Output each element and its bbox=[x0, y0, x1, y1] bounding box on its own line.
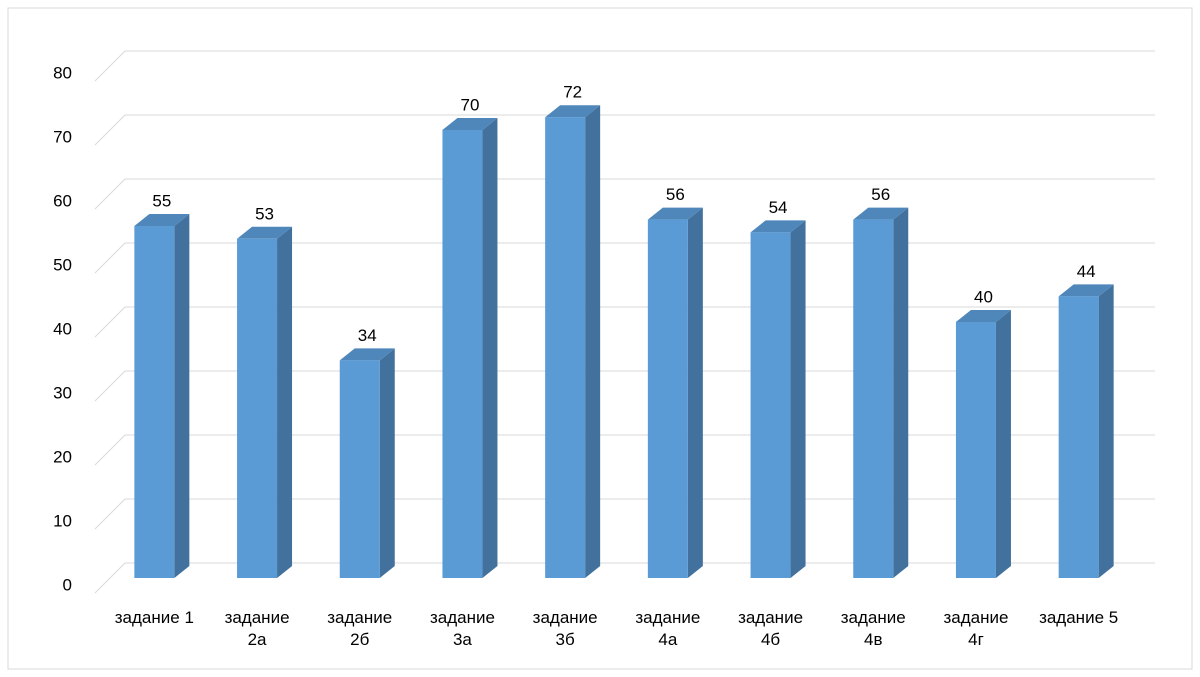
grid-diagonal bbox=[94, 562, 126, 594]
bar bbox=[955, 322, 996, 578]
y-tick-label: 40 bbox=[53, 319, 72, 338]
y-tick-label: 20 bbox=[53, 447, 72, 466]
bar bbox=[750, 232, 791, 578]
bar bbox=[339, 360, 380, 578]
x-tick-label: задание 1 bbox=[114, 608, 194, 627]
bar-top bbox=[853, 207, 909, 220]
x-tick-label: задание 2а bbox=[224, 608, 290, 649]
grid-diagonal bbox=[94, 370, 126, 402]
bar bbox=[647, 219, 688, 578]
data-label: 56 bbox=[666, 185, 685, 204]
bar-top bbox=[1058, 284, 1114, 297]
x-tick-label: задание 4в bbox=[840, 608, 906, 649]
bar-top bbox=[237, 226, 293, 239]
bar-side bbox=[174, 214, 190, 578]
bar-top bbox=[545, 105, 601, 118]
bar-side bbox=[790, 220, 806, 578]
grid-diagonal bbox=[94, 242, 126, 274]
bar-side bbox=[482, 118, 498, 578]
bar-top bbox=[955, 310, 1011, 322]
bar bbox=[853, 219, 894, 578]
data-label: 55 bbox=[152, 191, 171, 210]
bar bbox=[237, 238, 278, 579]
bar-top bbox=[134, 214, 190, 226]
y-tick-label: 50 bbox=[53, 255, 72, 274]
bar-top bbox=[647, 207, 703, 220]
bar-side bbox=[1098, 284, 1114, 578]
y-tick-label: 10 bbox=[53, 511, 72, 530]
data-label: 40 bbox=[974, 287, 993, 306]
grid-diagonal bbox=[94, 114, 126, 146]
y-tick-label: 70 bbox=[53, 127, 72, 146]
x-tick-label: задание 4б bbox=[738, 608, 804, 649]
y-tick-label: 60 bbox=[53, 191, 72, 210]
data-label: 54 bbox=[769, 198, 788, 217]
y-tick-label: 0 bbox=[63, 575, 72, 594]
bar-side bbox=[995, 310, 1011, 578]
bar bbox=[134, 226, 175, 578]
bar-side bbox=[379, 348, 395, 578]
x-tick-label: задание 2б bbox=[327, 608, 393, 649]
y-tick-label: 80 bbox=[53, 63, 72, 82]
data-label: 44 bbox=[1077, 262, 1096, 281]
bar-side bbox=[585, 105, 601, 578]
bar-side bbox=[277, 226, 293, 579]
x-tick-label: задание 4а bbox=[635, 608, 701, 649]
bar bbox=[442, 130, 483, 578]
data-label: 34 bbox=[358, 326, 377, 345]
data-label: 72 bbox=[563, 83, 582, 102]
bar bbox=[545, 117, 586, 578]
bar-side bbox=[893, 207, 909, 578]
bar-top bbox=[442, 118, 498, 130]
data-label: 53 bbox=[255, 204, 274, 223]
bar-top bbox=[339, 348, 395, 361]
grid-diagonal bbox=[94, 50, 126, 82]
x-tick-label: задание 5 bbox=[1039, 608, 1119, 627]
grid-diagonal bbox=[94, 178, 126, 210]
bar-side bbox=[687, 207, 703, 578]
grid-diagonal bbox=[94, 498, 126, 530]
bar bbox=[1058, 296, 1099, 578]
grid-diagonal bbox=[94, 434, 126, 466]
data-label: 70 bbox=[460, 95, 479, 114]
bar-top bbox=[750, 220, 806, 233]
grid-diagonal bbox=[94, 306, 126, 338]
x-tick-label: задание 3а bbox=[429, 608, 495, 649]
x-tick-label: задание 4г bbox=[943, 608, 1009, 649]
x-tick-label: задание 3б bbox=[532, 608, 598, 649]
data-label: 56 bbox=[871, 185, 890, 204]
y-tick-label: 30 bbox=[53, 383, 72, 402]
